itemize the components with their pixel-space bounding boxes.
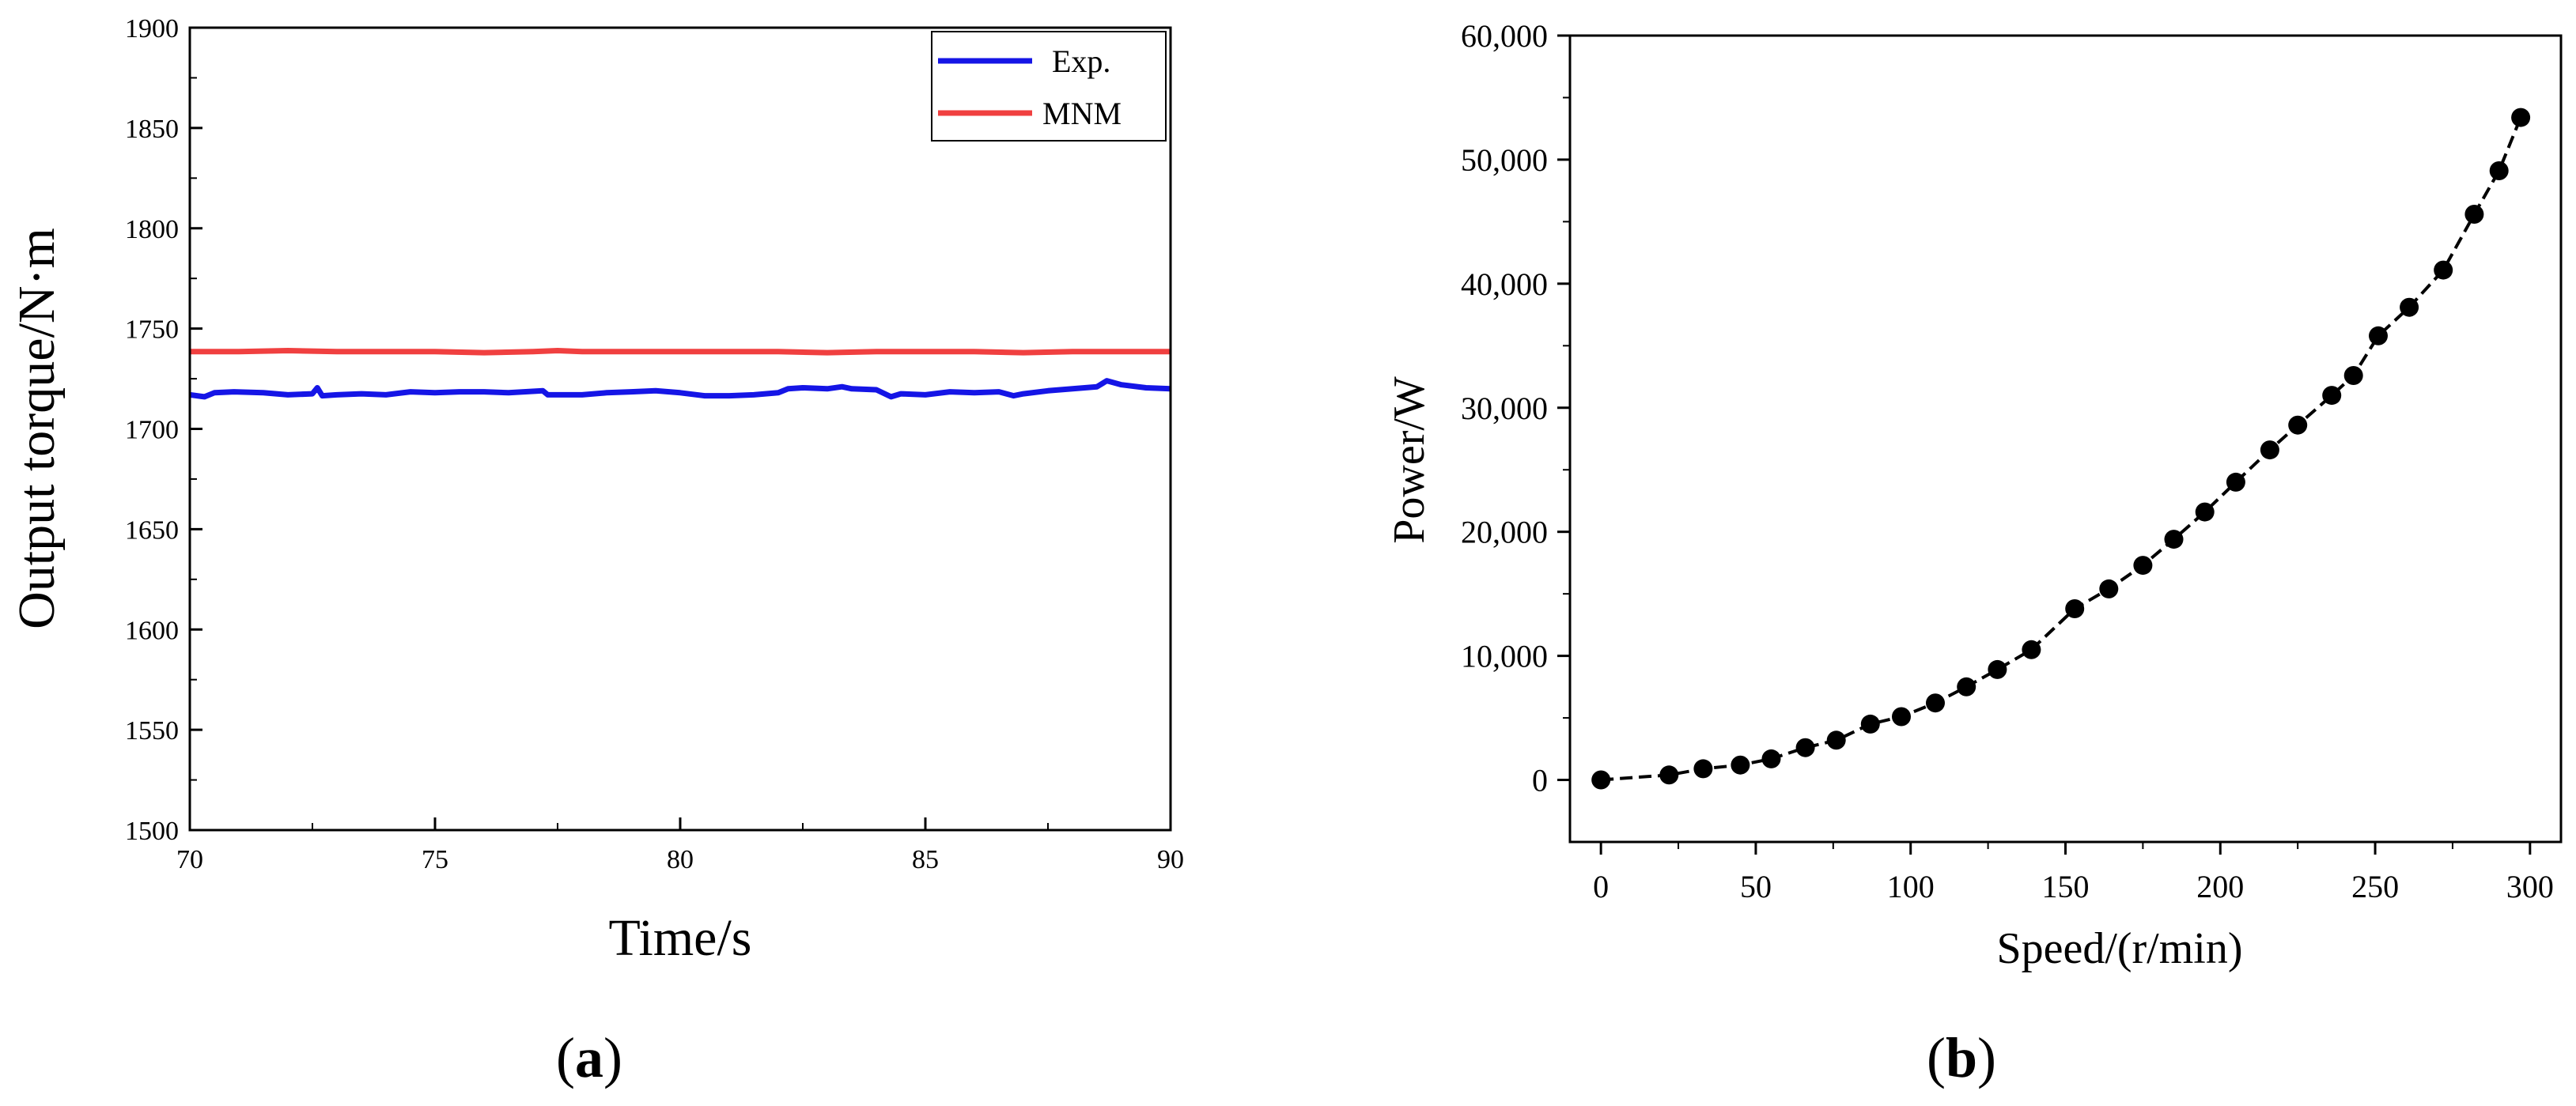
panel-a-y-tick-label: 1750 (125, 315, 179, 345)
panel-a-y-tick-label: 1500 (125, 817, 179, 846)
panel-a-y-axis-title: Output torque/N·m (8, 228, 66, 629)
data-point (2022, 640, 2041, 659)
panel-b-y-tick-label: 30,000 (1461, 391, 1548, 426)
series-line-exp (189, 378, 1171, 400)
data-point (1693, 759, 1713, 779)
panel-a-y-tick-label: 1700 (125, 416, 179, 445)
panel-b-x-tick-label: 150 (2042, 869, 2090, 904)
panel-b-series (1591, 108, 2531, 790)
data-point (1860, 714, 1880, 734)
panel-b-x-tick-label: 250 (2351, 869, 2399, 904)
panel-a-y-tick-label: 1550 (125, 716, 179, 746)
panel-a-y-tick-label: 1600 (125, 616, 179, 645)
data-point (2322, 386, 2342, 406)
legend-box (931, 31, 1167, 142)
data-point (1761, 749, 1781, 768)
data-point (2288, 415, 2308, 435)
data-point (1795, 738, 1815, 757)
data-point (2511, 108, 2531, 127)
data-point (1892, 707, 1911, 727)
data-point (2133, 556, 2153, 576)
data-point (1988, 659, 2007, 679)
panel-a-legend: Exp. MNM (931, 31, 1167, 142)
data-point (2369, 326, 2388, 345)
legend-label-exp: Exp. (1052, 43, 1110, 79)
panel-a-y-tick-label: 1650 (125, 515, 179, 545)
data-point (2434, 260, 2453, 280)
panel-b-plot-frame (1568, 34, 2563, 844)
panel-b-y-axis-title: Power/W (1385, 376, 1434, 544)
data-point (2260, 440, 2279, 460)
data-point (2226, 472, 2245, 492)
panel-b: 0 50 100 150 200 250 300 0 10,000 20,000 30,000 40,… (1385, 18, 2563, 1089)
panel-a-x-tick-label: 75 (422, 845, 448, 874)
panel-b-x-tick-label: 0 (1593, 869, 1609, 904)
panel-a-series (189, 348, 1171, 400)
panel-b-x-tick-label: 300 (2506, 869, 2554, 904)
panel-a-plot-frame (188, 26, 1172, 832)
panel-b-y-tick-label: 60,000 (1461, 18, 1548, 54)
data-point (2464, 205, 2484, 224)
data-point (2164, 530, 2184, 549)
panel-a-ticks: 70 75 80 85 90 1500 1550 1600 1650 1700 1750 1800 18… (125, 14, 1184, 874)
panel-a-y-tick-label: 1800 (125, 215, 179, 244)
data-point (2195, 502, 2215, 522)
data-point (1731, 755, 1750, 775)
panel-a-label: (a) (556, 1026, 622, 1089)
series-line-power (1601, 116, 2522, 782)
panel-b-y-tick-label: 10,000 (1461, 639, 1548, 674)
legend-label-mnm: MNM (1042, 96, 1122, 131)
data-point (1659, 765, 1679, 785)
panel-b-ticks: 0 50 100 150 200 250 300 0 10,000 20,000 30,000 40,… (1461, 18, 2554, 904)
data-point (1591, 770, 1611, 790)
panel-a-x-tick-label: 85 (912, 845, 939, 874)
data-point (1957, 677, 1976, 696)
data-point (2489, 161, 2509, 180)
data-point (2343, 366, 2363, 385)
panel-b-x-axis-title: Speed/(r/min) (1996, 924, 2242, 973)
panel-a: 70 75 80 85 90 1500 1550 1600 1650 1700 1750 1800 18… (8, 14, 1184, 1089)
panel-a-x-tick-label: 90 (1157, 845, 1184, 874)
panel-b-x-tick-label: 200 (2196, 869, 2244, 904)
panel-b-y-tick-label: 0 (1532, 763, 1548, 798)
panel-b-x-tick-label: 100 (1887, 869, 1935, 904)
data-point (2099, 579, 2119, 598)
panel-a-y-tick-label: 1900 (125, 14, 179, 43)
panel-b-y-tick-label: 20,000 (1461, 515, 1548, 550)
panel-b-y-tick-label: 40,000 (1461, 266, 1548, 302)
data-point (1826, 730, 1846, 750)
panel-b-label: (b) (1927, 1026, 1996, 1089)
data-point (2400, 297, 2419, 317)
data-point (1926, 693, 1945, 713)
panel-b-x-tick-label: 50 (1740, 869, 1772, 904)
panel-a-x-axis-title: Time/s (609, 909, 752, 967)
series-line-mnm (190, 348, 1171, 356)
data-point (2065, 599, 2085, 618)
panel-a-x-tick-label: 70 (176, 845, 203, 874)
panel-a-x-tick-label: 80 (667, 845, 694, 874)
panel-b-y-tick-label: 50,000 (1461, 142, 1548, 178)
panel-a-y-tick-label: 1850 (125, 115, 179, 144)
